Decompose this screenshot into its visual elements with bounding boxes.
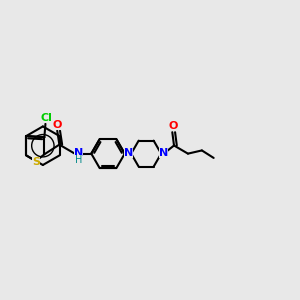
Text: N: N (159, 148, 168, 158)
Text: S: S (32, 157, 40, 167)
Text: O: O (53, 120, 62, 130)
Text: O: O (168, 122, 177, 131)
Text: H: H (75, 155, 82, 165)
Text: Cl: Cl (40, 113, 52, 124)
Text: N: N (124, 148, 133, 158)
Text: N: N (74, 148, 83, 158)
